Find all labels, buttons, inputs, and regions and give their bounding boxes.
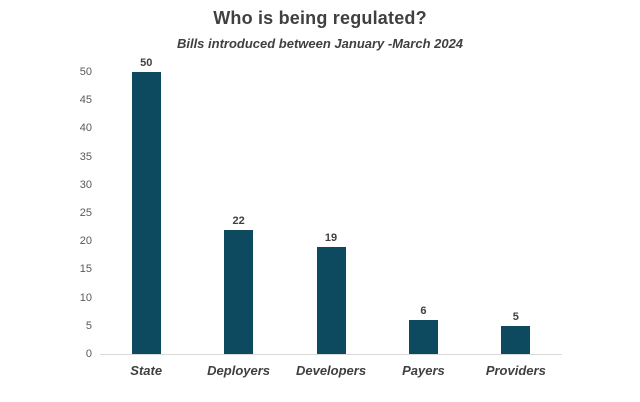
bar-value-label: 5: [512, 310, 519, 323]
y-tick-label: 50: [79, 66, 92, 78]
bar-slot: 19: [285, 232, 377, 354]
bar: [408, 320, 438, 354]
bar-slot: 22: [192, 215, 284, 354]
chart-subtitle: Bills introduced between January -March …: [176, 36, 464, 51]
y-tick-label: 0: [85, 348, 92, 360]
bar-value-label: 6: [420, 305, 427, 318]
y-tick-label: 45: [79, 94, 92, 107]
y-tick-label: 35: [79, 150, 92, 163]
bar-slot: 50: [100, 57, 192, 354]
x-category-label: Deployers: [207, 363, 271, 378]
bar-value-label: 22: [232, 214, 245, 227]
y-tick-label: 25: [79, 207, 92, 219]
y-tick-label: 15: [79, 263, 92, 276]
bar-slot: 5: [470, 311, 562, 354]
y-tick-label: 10: [79, 291, 92, 304]
x-category-label: Payers: [402, 363, 445, 378]
chart-header: Who is being regulated? Bills introduced…: [0, 8, 640, 51]
bar: [131, 72, 161, 354]
bar-slot: 6: [377, 305, 469, 354]
bar: [316, 246, 346, 354]
bar-value-label: 19: [324, 231, 338, 244]
x-category-label: Providers: [485, 363, 546, 378]
x-axis: State Deployers Developers Payers Providers: [100, 363, 562, 378]
y-tick-label: 20: [79, 235, 92, 248]
chart-title: Who is being regulated?: [213, 8, 427, 28]
bar: [501, 325, 531, 354]
y-axis: 0 5 10 15 20 25 30 35 40 45 50: [58, 66, 92, 360]
y-tick-label: 40: [79, 122, 92, 135]
plot-area: 50 22 19 6 5: [100, 57, 562, 355]
bar-value-label: 50: [140, 57, 153, 69]
y-tick-label: 5: [85, 319, 92, 332]
y-tick-label: 30: [79, 178, 92, 191]
x-category-label: State: [130, 363, 163, 378]
x-category-label: Developers: [295, 363, 367, 378]
bar: [224, 229, 254, 354]
